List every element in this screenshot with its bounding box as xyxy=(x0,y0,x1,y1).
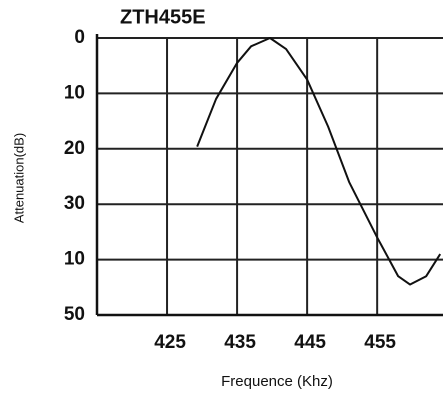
y-axis-label: Attenuation(dB) xyxy=(11,133,26,223)
y-tick-label: 10 xyxy=(64,249,85,270)
y-tick-label: 50 xyxy=(64,304,85,325)
x-tick-label: 455 xyxy=(364,332,396,353)
y-tick-label: 0 xyxy=(74,27,85,48)
chart-title: ZTH455E xyxy=(120,6,206,28)
x-tick-label: 435 xyxy=(224,332,256,353)
x-tick-label: 425 xyxy=(154,332,186,353)
y-tick-label: 10 xyxy=(64,82,85,103)
response-curve xyxy=(196,37,442,286)
y-tick-label: 20 xyxy=(64,138,85,159)
y-tick-label: 30 xyxy=(64,193,85,214)
x-axis-label: Frequence (Khz) xyxy=(221,373,333,390)
x-tick-label: 445 xyxy=(294,332,326,353)
